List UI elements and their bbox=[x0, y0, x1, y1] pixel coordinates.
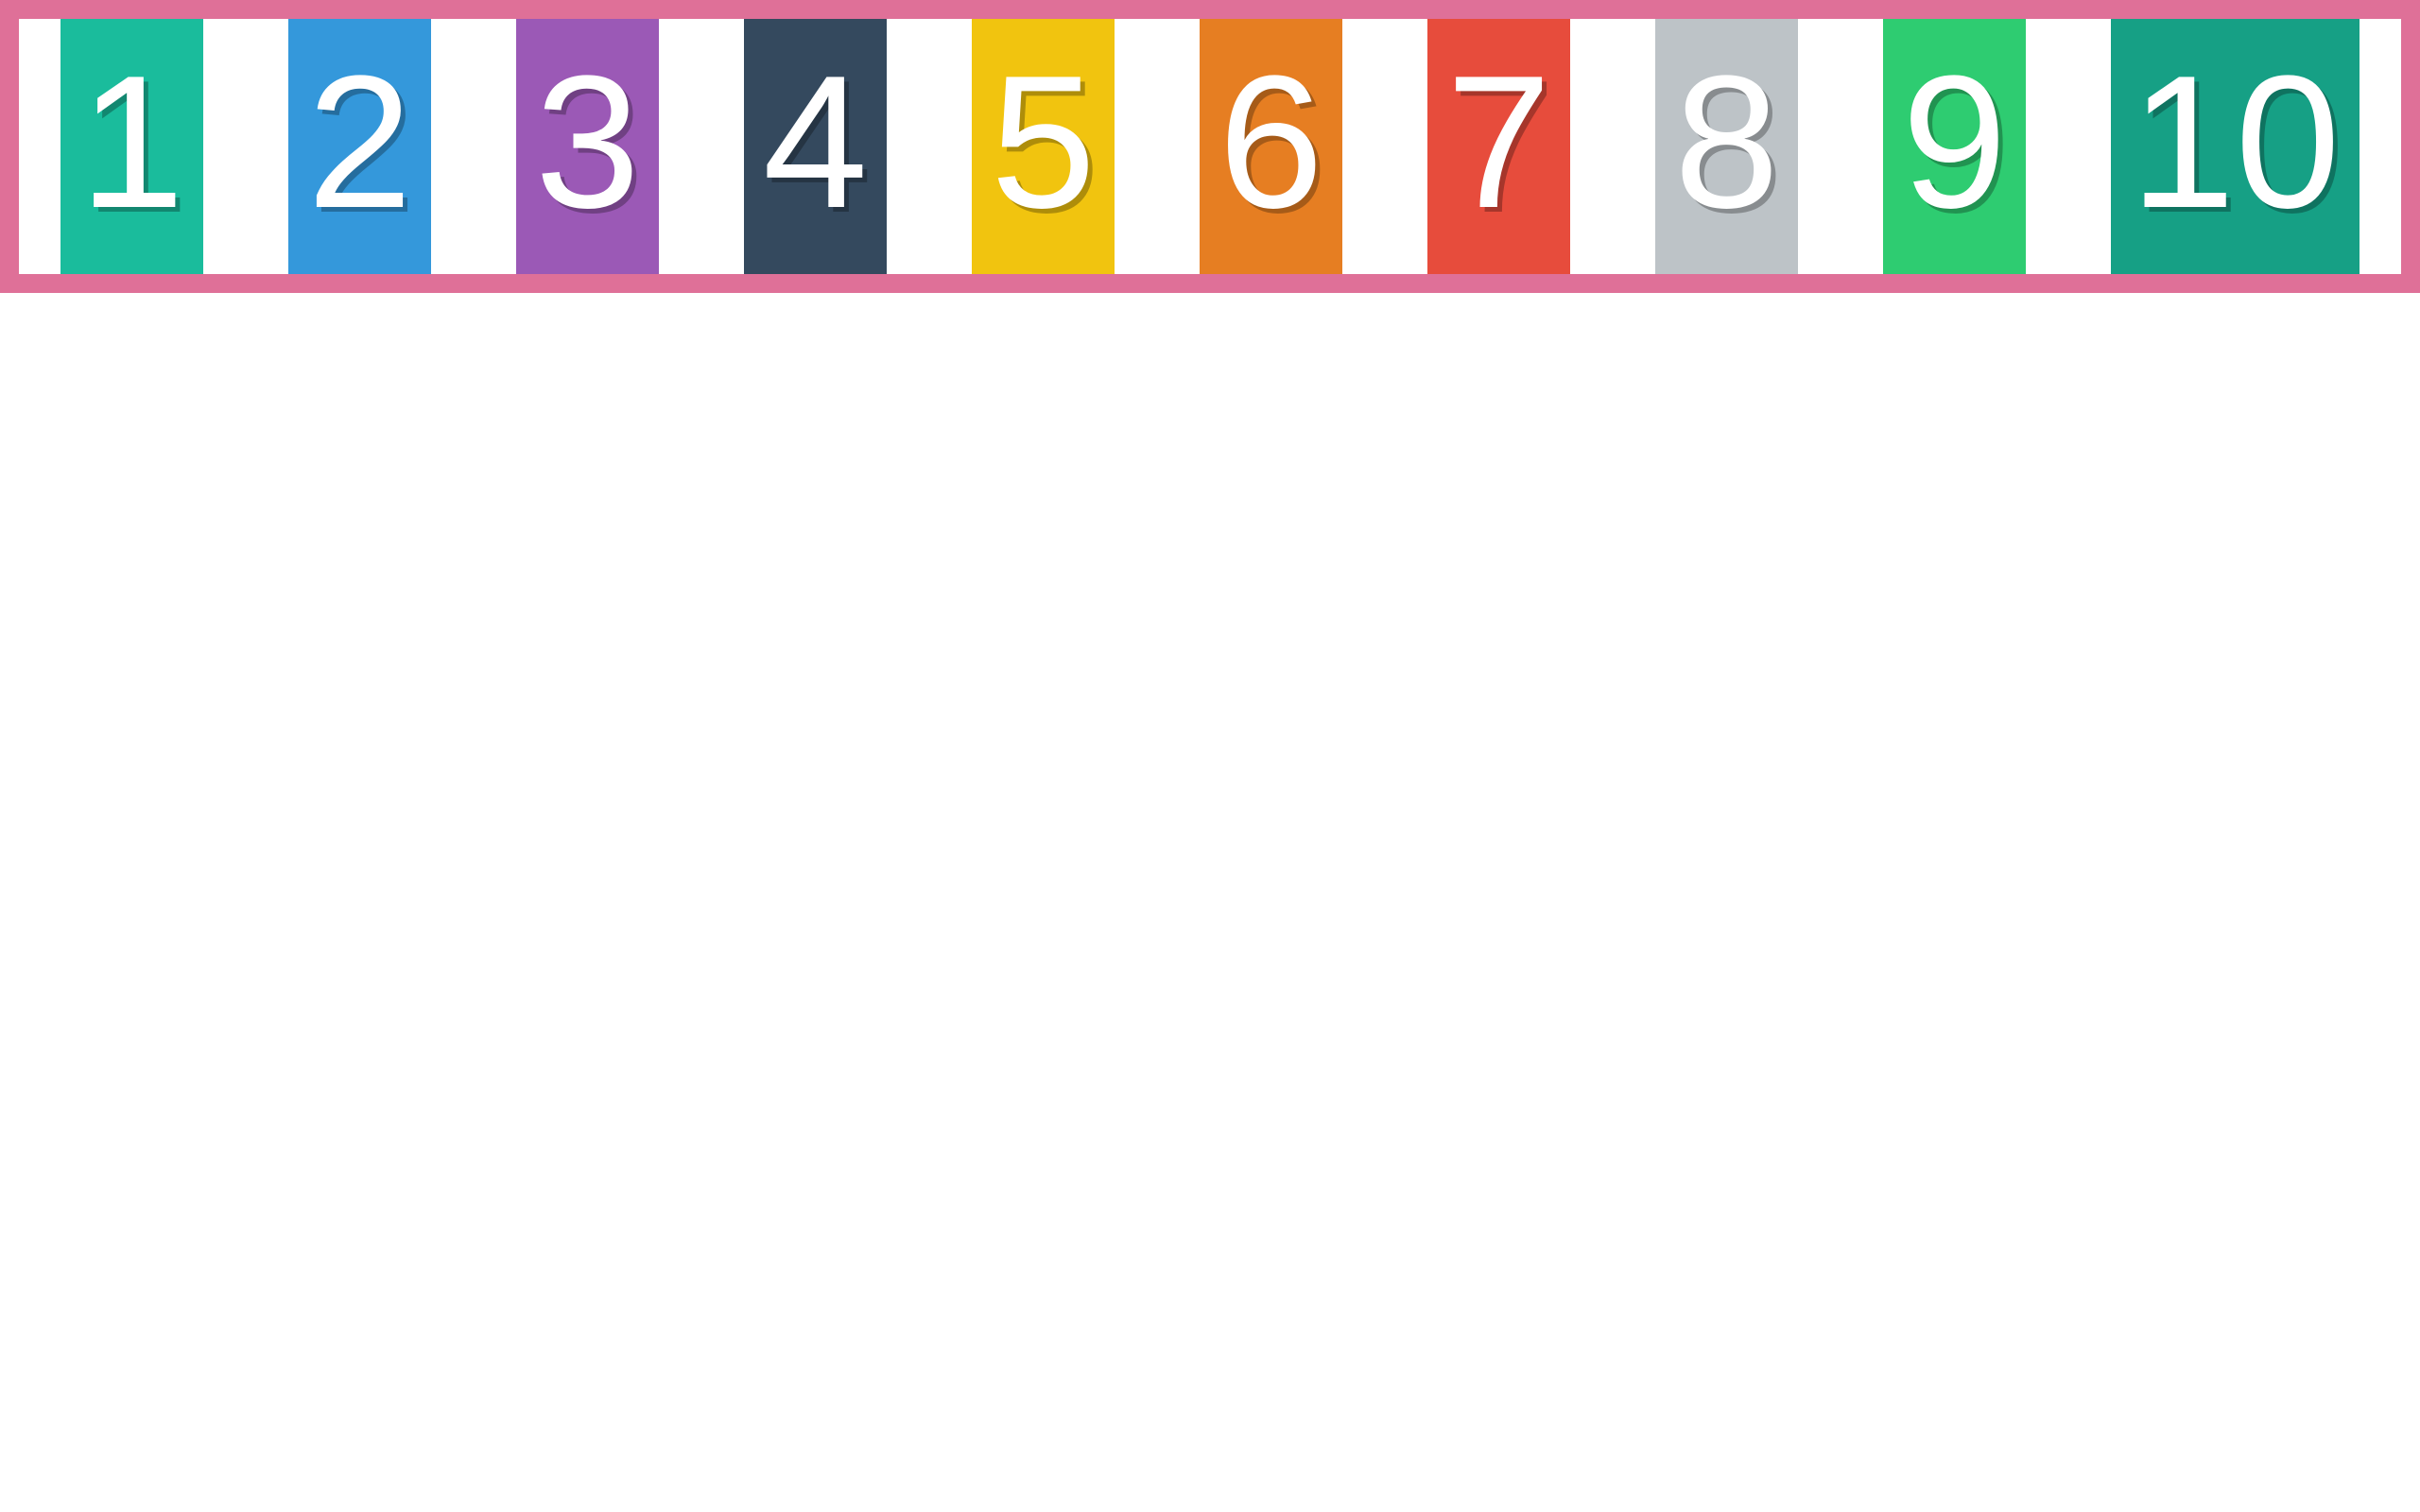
tile-7[interactable]: 7 bbox=[1427, 19, 1570, 274]
tile-label: 9 bbox=[1901, 37, 2008, 248]
tile-label: 3 bbox=[534, 37, 641, 248]
tile-2[interactable]: 2 bbox=[288, 19, 431, 274]
numbered-tile-strip: 1 2 3 4 5 6 7 8 9 10 bbox=[0, 0, 2420, 293]
tile-label: 7 bbox=[1445, 37, 1552, 248]
tile-label: 10 bbox=[2130, 37, 2341, 248]
tile-3[interactable]: 3 bbox=[516, 19, 659, 274]
tile-label: 5 bbox=[990, 37, 1097, 248]
tile-5[interactable]: 5 bbox=[972, 19, 1115, 274]
tile-8[interactable]: 8 bbox=[1655, 19, 1798, 274]
tile-label: 8 bbox=[1673, 37, 1780, 248]
tile-9[interactable]: 9 bbox=[1883, 19, 2026, 274]
tile-label: 6 bbox=[1218, 37, 1324, 248]
tile-10[interactable]: 10 bbox=[2111, 19, 2360, 274]
tile-label: 1 bbox=[78, 37, 185, 248]
tile-4[interactable]: 4 bbox=[744, 19, 887, 274]
tile-1[interactable]: 1 bbox=[60, 19, 203, 274]
tile-label: 4 bbox=[762, 37, 869, 248]
tile-label: 2 bbox=[306, 37, 413, 248]
tile-6[interactable]: 6 bbox=[1200, 19, 1342, 274]
